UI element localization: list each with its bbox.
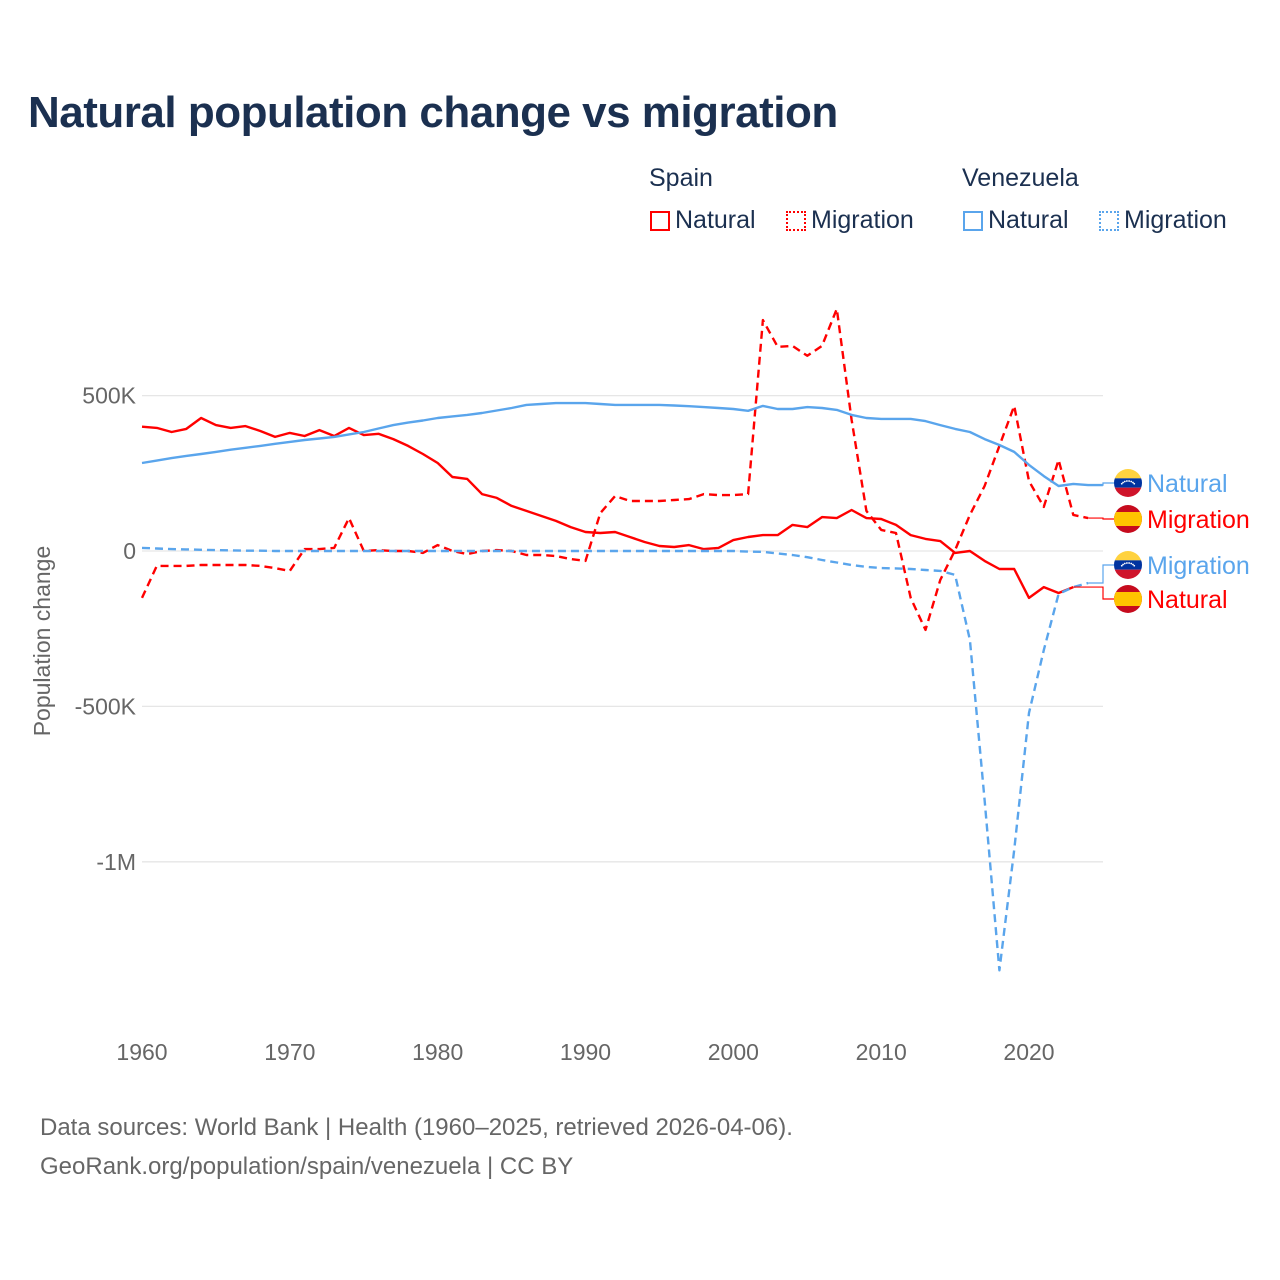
x-tick-label: 1960 [116, 1039, 167, 1065]
series-line-spain-natural [141, 416, 1074, 600]
y-tick-label: 500K [82, 383, 136, 409]
y-axis-label: Population change [29, 546, 55, 737]
label-connector [1073, 586, 1114, 600]
venezuela-flag-icon [1114, 551, 1142, 579]
legend-spain-natural[interactable]: Natural [650, 206, 756, 235]
label-connector [1102, 482, 1114, 486]
legend-swatch-solid [650, 210, 670, 231]
x-tick-label: 1980 [412, 1039, 463, 1065]
legend-label: Migration [1124, 206, 1227, 234]
x-tick-label: 1970 [264, 1039, 315, 1065]
venezuela-flag-icon [1114, 469, 1142, 497]
y-tick-label: -500K [75, 693, 137, 719]
series-line-venezuela-natural [141, 401, 1103, 488]
legend-venezuela-migration[interactable]: Migration [1099, 206, 1227, 235]
label-connector [1088, 517, 1114, 520]
y-tick-label: 0 [123, 538, 136, 564]
legend-group-venezuela: Venezuela [962, 164, 1079, 192]
y-tick-label: -1M [96, 849, 136, 875]
legend-swatch-solid [963, 210, 983, 231]
x-tick-label: 2010 [856, 1039, 907, 1065]
spain-flag-icon [1114, 585, 1142, 613]
footer-sources: Data sources: World Bank | Health (1960–… [40, 1114, 793, 1141]
chart-title: Natural population change vs migration [28, 88, 838, 137]
footer: Data sources: World Bank | Health (1960–… [40, 1108, 793, 1186]
x-tick-label: 2000 [708, 1039, 759, 1065]
end-label-venezuela-migration: Migration [1147, 552, 1250, 580]
legend-spain-migration[interactable]: Migration [786, 206, 914, 235]
end-label-venezuela-natural: Natural [1147, 470, 1228, 498]
legend-swatch-dotted [786, 210, 806, 231]
label-connector [1088, 564, 1114, 584]
legend-label: Natural [675, 206, 756, 234]
spain-flag-icon [1114, 505, 1142, 533]
x-tick-label: 2020 [1003, 1039, 1054, 1065]
series-line-venezuela-migration [141, 546, 1089, 972]
legend-label: Natural [988, 206, 1069, 234]
legend-venezuela-natural[interactable]: Natural [963, 206, 1069, 235]
footer-link[interactable]: GeoRank.org/population/spain/venezuela |… [40, 1153, 574, 1180]
end-label-spain-migration: Migration [1147, 506, 1250, 534]
series-line-spain-migration [140, 307, 1089, 632]
legend-label: Migration [811, 206, 914, 234]
x-tick-label: 1990 [560, 1039, 611, 1065]
legend-swatch-dotted [1099, 210, 1119, 231]
end-label-spain-natural: Natural [1147, 586, 1228, 614]
legend-group-spain: Spain [649, 164, 713, 192]
